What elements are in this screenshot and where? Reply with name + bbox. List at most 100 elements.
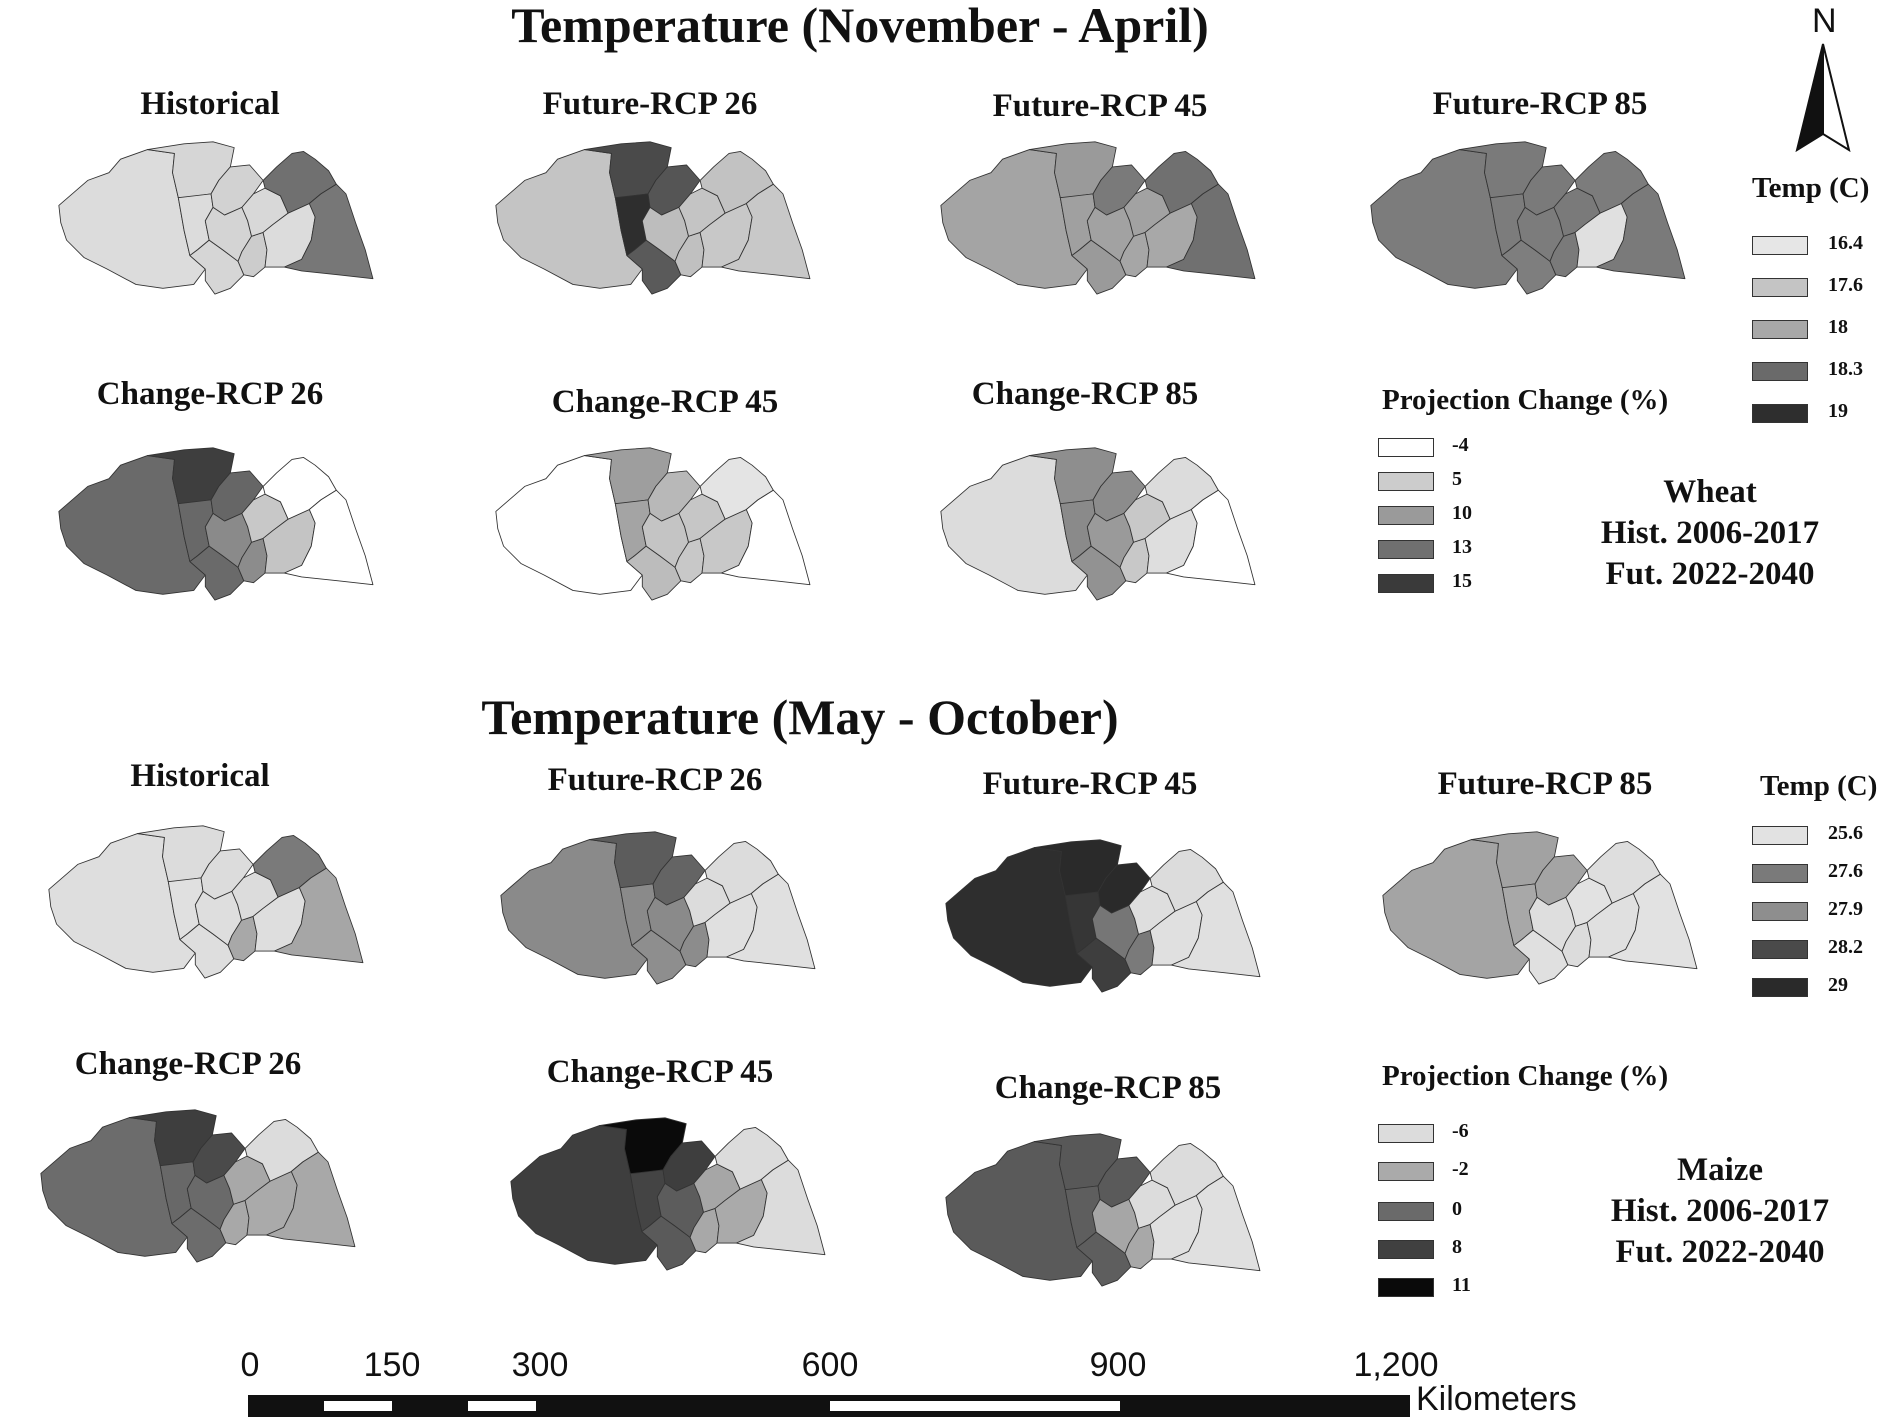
legend-title-temp: Temp (C)	[1760, 770, 1878, 802]
crop-name: Maize	[1676, 1152, 1764, 1188]
section-title-nov-apr: Temperature (November - April)	[511, 0, 1209, 53]
crop-name: Wheat	[1663, 474, 1757, 510]
legend-swatch	[1378, 1202, 1434, 1221]
legend-label: 19	[1828, 400, 1848, 422]
map-region	[1165, 183, 1256, 280]
legend-label: 18.3	[1828, 358, 1863, 380]
map-region	[1595, 183, 1686, 280]
legend-label: 10	[1452, 502, 1472, 524]
fut-period: Fut. 2022-2040	[1605, 556, 1815, 592]
crop-info-wheat: Wheat Hist. 2006-2017 Fut. 2022-2040	[1580, 472, 1840, 595]
legend-label: -2	[1452, 1158, 1469, 1180]
legend-swatch	[1378, 438, 1434, 457]
legend-change-maize: -6 -2 0 8 11	[1378, 1120, 1518, 1304]
legend-swatch	[1378, 1162, 1434, 1181]
scale-tick-label: 1,200	[1353, 1346, 1439, 1384]
map-title: Change-RCP 85	[994, 1070, 1222, 1106]
legend-label: 18	[1828, 316, 1848, 338]
legend-title-change: Projection Change (%)	[1382, 384, 1669, 416]
legend-label: 29	[1828, 974, 1848, 996]
legend-label: 13	[1452, 536, 1472, 558]
legend-swatch	[1752, 978, 1808, 997]
legend-title-change: Projection Change (%)	[1382, 1060, 1669, 1092]
legend-swatch	[1752, 236, 1808, 255]
legend-label: 16.4	[1828, 232, 1863, 254]
legend-swatch	[1752, 278, 1808, 297]
legend-label: 28.2	[1828, 936, 1863, 958]
map-title: Change-RCP 26	[74, 1046, 302, 1082]
map-maize-future-rcp85	[1382, 831, 1698, 985]
legend-label: 27.6	[1828, 860, 1863, 882]
map-wheat-change-rcp45	[495, 447, 811, 601]
legend-swatch	[1378, 574, 1434, 593]
legend-temp-wheat: 16.4 17.6 18 18.3 19	[1752, 232, 1892, 436]
map-wheat-change-rcp26	[58, 447, 374, 601]
legend-swatch	[1378, 1278, 1434, 1297]
map-region	[273, 867, 364, 964]
legend-label: 15	[1452, 570, 1472, 592]
legend-swatch	[1752, 864, 1808, 883]
map-title: Historical	[140, 86, 280, 122]
map-maize-change-rcp45	[510, 1117, 826, 1271]
map-region	[1170, 1175, 1261, 1272]
scale-tick-label: 0	[240, 1346, 260, 1384]
map-region	[725, 873, 816, 970]
map-title: Change-RCP 26	[96, 376, 324, 412]
map-region	[1170, 881, 1261, 978]
fut-period: Fut. 2022-2040	[1615, 1234, 1825, 1270]
map-region	[720, 183, 811, 280]
map-region	[283, 489, 374, 586]
section-title-may-oct: Temperature (May - October)	[481, 689, 1119, 745]
map-title: Historical	[130, 758, 270, 794]
hist-period: Hist. 2006-2017	[1610, 1193, 1830, 1229]
map-title: Change-RCP 45	[546, 1054, 774, 1090]
map-title: Future-RCP 45	[992, 88, 1208, 124]
map-title: Future-RCP 85	[1432, 86, 1648, 122]
legend-label: 8	[1452, 1236, 1462, 1258]
map-wheat-future-rcp85	[1370, 141, 1686, 295]
map-maize-future-rcp26	[500, 831, 816, 985]
map-wheat-change-rcp85	[940, 447, 1256, 601]
map-wheat-future-rcp45	[940, 141, 1256, 295]
legend-label: 11	[1452, 1274, 1471, 1296]
legend-swatch	[1378, 540, 1434, 559]
map-maize-historical	[48, 825, 364, 979]
map-maize-change-rcp26	[40, 1109, 356, 1263]
map-maize-future-rcp45	[945, 839, 1261, 993]
map-title: Future-RCP 85	[1437, 766, 1653, 802]
legend-swatch	[1752, 826, 1808, 845]
scale-tick-label: 900	[1089, 1346, 1147, 1384]
map-region	[265, 1151, 356, 1248]
legend-label: 5	[1452, 468, 1462, 490]
legend-swatch	[1378, 1240, 1434, 1259]
scale-tick-label: 600	[801, 1346, 859, 1384]
north-arrow-icon	[1795, 43, 1851, 152]
map-region	[1607, 873, 1698, 970]
legend-title-temp: Temp (C)	[1752, 172, 1870, 204]
legend-swatch	[1378, 506, 1434, 525]
map-region	[735, 1159, 826, 1256]
legend-label: 17.6	[1828, 274, 1863, 296]
map-title: Future-RCP 45	[982, 766, 1198, 802]
scale-unit-label: Kilometers	[1416, 1380, 1577, 1418]
north-label: N	[1812, 2, 1837, 40]
map-region	[720, 489, 811, 586]
map-title: Future-RCP 26	[542, 86, 758, 122]
legend-swatch	[1752, 320, 1808, 339]
map-maize-change-rcp85	[945, 1133, 1261, 1287]
scale-bar	[248, 1395, 1410, 1417]
legend-label: 25.6	[1828, 822, 1863, 844]
legend-label: -6	[1452, 1120, 1469, 1142]
legend-label: 0	[1452, 1198, 1462, 1220]
legend-swatch	[1752, 362, 1808, 381]
map-region	[283, 183, 374, 280]
map-title: Change-RCP 45	[551, 384, 779, 420]
map-wheat-future-rcp26	[495, 141, 811, 295]
scale-tick-label: 150	[363, 1346, 421, 1384]
legend-label: -4	[1452, 434, 1469, 456]
legend-swatch	[1752, 940, 1808, 959]
legend-change-wheat: -4 5 10 13 15	[1378, 434, 1518, 598]
map-title: Change-RCP 85	[971, 376, 1199, 412]
legend-swatch	[1378, 1124, 1434, 1143]
legend-label: 27.9	[1828, 898, 1863, 920]
